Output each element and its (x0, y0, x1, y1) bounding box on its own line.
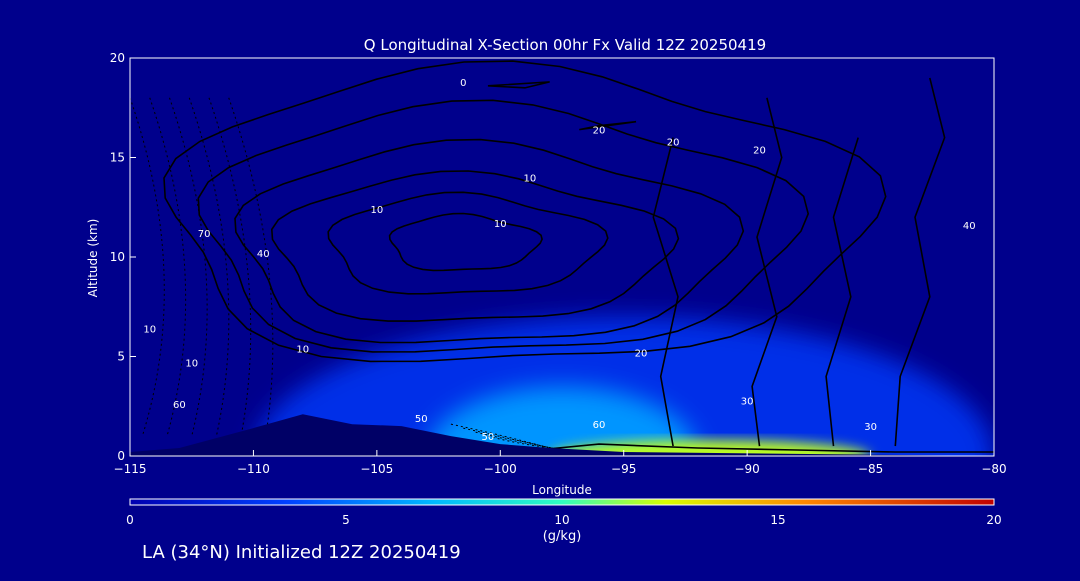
y-tick-label: 20 (110, 51, 125, 65)
x-tick-label: −110 (237, 462, 270, 476)
contour-label: 60 (173, 400, 186, 411)
colorbar-bar (129, 498, 995, 506)
dotted-contour (149, 97, 187, 437)
x-axis-label: Longitude (532, 483, 592, 497)
contour-label: 10 (494, 219, 507, 230)
contour-label: 20 (593, 126, 606, 137)
contour-line (327, 191, 609, 295)
x-axis: −115 −110 −105 −100 −95 −90 −85 −80 (114, 450, 1007, 476)
contour-line (579, 120, 637, 131)
contour-label: 50 (415, 414, 428, 425)
contour-label: 20 (635, 349, 648, 360)
contour-labels: 0 10 10 10 10 10 10 20 20 20 20 30 30 40 40 50 50 60 60 70 (143, 78, 975, 443)
contour-label: 30 (741, 396, 754, 407)
contour-label: 30 (864, 422, 877, 433)
contour-label: 0 (460, 78, 466, 89)
contour-label: 10 (296, 345, 309, 356)
y-tick-label: 0 (117, 449, 125, 463)
contour-line (487, 81, 550, 89)
colorbar-tick-label: 10 (554, 513, 569, 527)
contour-line (652, 137, 679, 447)
dotted-contour (188, 97, 230, 437)
contour-label: 60 (593, 420, 606, 431)
y-tick-label: 5 (117, 350, 125, 364)
contour-line (388, 212, 543, 272)
contour-label: 20 (667, 138, 680, 149)
contour-line (163, 60, 887, 363)
dotted-contour (475, 431, 577, 453)
x-tick-label: −95 (611, 462, 636, 476)
contour-label: 50 (482, 432, 495, 443)
contour-label: 40 (257, 249, 270, 260)
colorbar-tick-label: 5 (342, 513, 350, 527)
y-tick-label: 15 (110, 151, 125, 165)
colorbar-tick-label: 0 (126, 513, 134, 527)
colorbar-tick-label: 20 (986, 513, 1001, 527)
chart-title: Q Longitudinal X-Section 00hr Fx Valid 1… (364, 36, 766, 54)
dotted-contour (228, 97, 274, 437)
dotted-contour (130, 97, 165, 437)
dotted-contour (208, 97, 252, 437)
moisture-region (253, 316, 994, 456)
contour-line (234, 138, 745, 344)
x-tick-label: −80 (981, 462, 1006, 476)
plot-area: 0 10 10 10 10 10 10 20 20 20 20 30 30 40 40 50 50 60 60 70 (130, 60, 994, 456)
x-tick-label: −115 (114, 462, 147, 476)
x-tick-label: −105 (360, 462, 393, 476)
location-init-label: LA (34°N) Initialized 12Z 20250419 (142, 542, 461, 563)
y-tick-label: 10 (110, 250, 125, 264)
contour-line (894, 77, 946, 447)
contour-line (537, 443, 994, 453)
terrain-profile (130, 414, 994, 456)
colorbar: 0 5 10 15 20 (g/kg) (126, 498, 1002, 544)
colorbar-ticks: 0 5 10 15 20 (126, 513, 1001, 527)
contour-line (751, 97, 783, 447)
dotted-contour (169, 97, 208, 437)
contour-label: 10 (185, 358, 198, 369)
y-axis-label: Altitude (km) (86, 219, 100, 298)
contour-line (270, 170, 680, 322)
moisture-region (426, 386, 698, 456)
contour-label: 40 (963, 221, 976, 232)
x-tick-label: −85 (858, 462, 883, 476)
colorbar-unit-label: (g/kg) (543, 529, 582, 544)
contour-line (825, 137, 859, 447)
x-tick-label: −100 (484, 462, 517, 476)
contour-label: 10 (371, 205, 384, 216)
colorbar-tick-label: 15 (770, 513, 785, 527)
contour-label: 10 (524, 173, 537, 184)
contour-line (197, 99, 810, 353)
contour-label: 20 (753, 146, 766, 157)
y-axis: 0 5 10 15 20 (110, 51, 136, 463)
moisture-field (253, 316, 994, 456)
x-tick-label: −90 (734, 462, 759, 476)
contour-label: 10 (143, 325, 156, 336)
contour-lines (163, 60, 994, 453)
contour-label: 70 (198, 229, 211, 240)
